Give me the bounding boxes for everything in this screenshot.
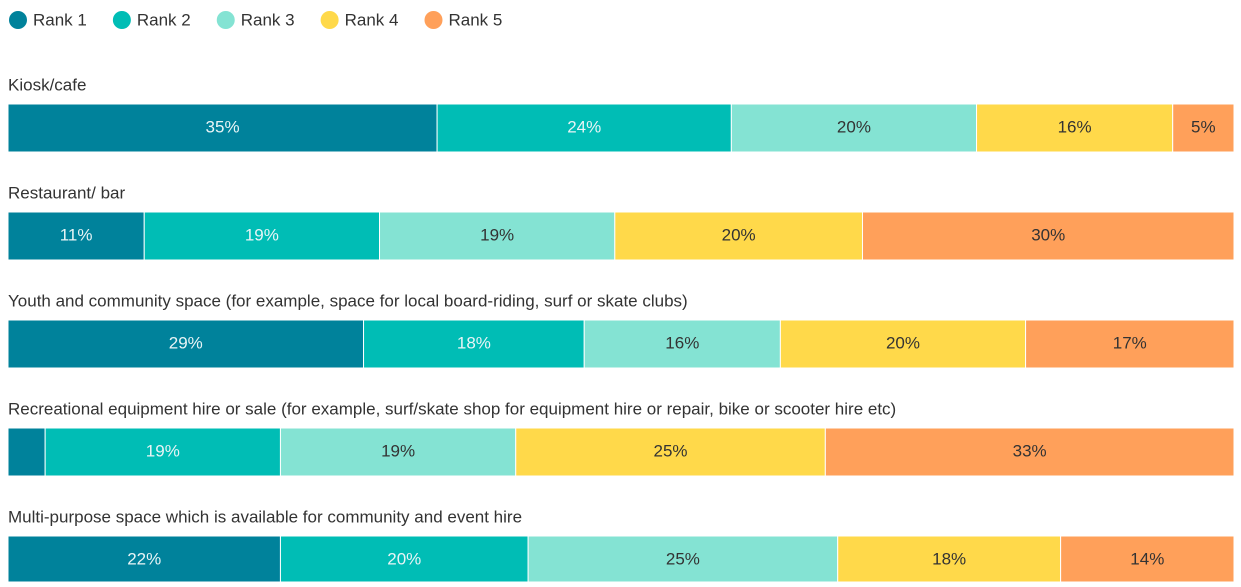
legend-label: Rank 1 xyxy=(33,10,87,29)
bar-segment xyxy=(1025,319,1235,369)
legend-marker xyxy=(216,11,235,29)
bar-segment xyxy=(363,319,585,369)
bar-segment xyxy=(44,427,281,477)
data-label: 19% xyxy=(381,441,415,460)
category-label: Recreational equipment hire or sale (for… xyxy=(8,399,896,418)
data-label: 24% xyxy=(567,117,601,136)
data-label: 35% xyxy=(206,117,240,136)
data-label: 14% xyxy=(1130,549,1164,568)
bar-segment xyxy=(527,535,839,583)
bar-segment xyxy=(614,211,863,261)
legend-label: Rank 2 xyxy=(137,10,191,29)
data-label: 18% xyxy=(457,333,491,352)
legend-marker xyxy=(9,11,27,29)
legend-marker xyxy=(424,11,443,29)
legend-label: Rank 4 xyxy=(345,10,399,29)
data-label: 17% xyxy=(1113,333,1147,352)
data-label: 29% xyxy=(169,333,203,352)
bar-segment xyxy=(7,535,281,583)
data-label: 19% xyxy=(146,441,180,460)
data-label: 20% xyxy=(722,225,756,244)
bar-segment xyxy=(976,103,1174,153)
data-label: 33% xyxy=(1013,441,1047,460)
bar-segment xyxy=(779,319,1027,369)
bar-segment xyxy=(837,535,1062,583)
category-label: Youth and community space (for example, … xyxy=(8,291,688,310)
data-label: 19% xyxy=(480,225,514,244)
data-label: 16% xyxy=(1058,117,1092,136)
data-label: 25% xyxy=(666,549,700,568)
legend-marker xyxy=(112,11,131,29)
bar-segment xyxy=(7,103,438,153)
data-label: 18% xyxy=(932,549,966,568)
bar-segment xyxy=(1172,103,1235,153)
bar-segment xyxy=(279,535,529,583)
data-label: 20% xyxy=(387,549,421,568)
bar-segment xyxy=(279,427,517,477)
bar-segment xyxy=(730,103,978,153)
bar-segment xyxy=(861,211,1235,261)
bar-segment xyxy=(7,211,145,261)
data-label: 20% xyxy=(886,333,920,352)
legend-marker xyxy=(320,11,339,29)
bar-segment xyxy=(1060,535,1235,583)
bar-segment xyxy=(515,427,826,477)
data-label: 22% xyxy=(127,549,161,568)
data-label: 20% xyxy=(837,117,871,136)
data-label: 19% xyxy=(245,225,279,244)
bar-segment xyxy=(143,211,381,261)
data-label: 30% xyxy=(1031,225,1065,244)
bar-segment xyxy=(824,427,1235,477)
bar-segment xyxy=(436,103,732,153)
category-label: Kiosk/cafe xyxy=(8,75,86,94)
data-label: 16% xyxy=(665,333,699,352)
category-label: Multi-purpose space which is available f… xyxy=(8,507,522,526)
data-label: 11% xyxy=(60,225,93,244)
bar-segment xyxy=(7,427,46,477)
legend-label: Rank 5 xyxy=(449,10,503,29)
data-label: 5% xyxy=(1191,117,1216,136)
bar-segment xyxy=(379,211,616,261)
legend-label: Rank 3 xyxy=(241,10,295,29)
data-label: 25% xyxy=(654,441,688,460)
category-label: Restaurant/ bar xyxy=(8,183,126,202)
bar-segment xyxy=(583,319,781,369)
